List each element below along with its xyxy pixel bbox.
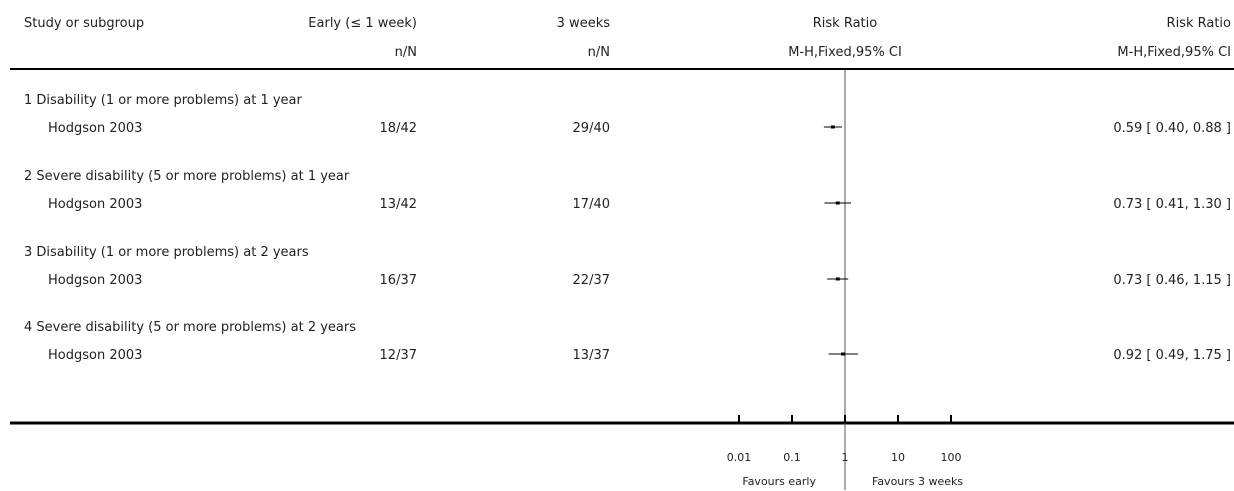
subgroup-title: 1 Disability (1 or more problems) at 1 y… bbox=[24, 93, 302, 108]
early-count: 18/42 bbox=[379, 121, 417, 136]
favours-late-label: Favours 3 weeks bbox=[872, 475, 964, 488]
header-rr: Risk Ratio bbox=[1166, 16, 1231, 31]
header-late: 3 weeks bbox=[556, 16, 610, 31]
subgroup-title: 2 Severe disability (5 or more problems)… bbox=[24, 169, 350, 184]
late-count: 17/40 bbox=[572, 197, 610, 212]
favours-early-label: Favours early bbox=[742, 475, 816, 488]
study-name: Hodgson 2003 bbox=[48, 348, 143, 363]
subgroup-title: 4 Severe disability (5 or more problems)… bbox=[24, 320, 357, 335]
header-plot: Risk Ratio bbox=[812, 16, 878, 31]
subgroup-title: 3 Disability (1 or more problems) at 2 y… bbox=[24, 245, 309, 260]
early-count: 16/37 bbox=[379, 273, 417, 288]
late-count: 22/37 bbox=[572, 273, 610, 288]
ci-text: 0.59 [ 0.40, 0.88 ] bbox=[1113, 121, 1231, 136]
axis-tick-label: 10 bbox=[891, 451, 905, 464]
ci-text: 0.92 [ 0.49, 1.75 ] bbox=[1113, 348, 1231, 363]
point-estimate bbox=[835, 201, 840, 205]
early-count: 13/42 bbox=[379, 197, 417, 212]
study-name: Hodgson 2003 bbox=[48, 121, 143, 136]
header-rr-sub: M-H,Fixed,95% CI bbox=[1117, 45, 1231, 60]
study-name: Hodgson 2003 bbox=[48, 197, 143, 212]
late-count: 13/37 bbox=[572, 348, 610, 363]
axis-tick-label: 0.1 bbox=[783, 451, 801, 464]
ci-text: 0.73 [ 0.41, 1.30 ] bbox=[1113, 197, 1231, 212]
header-early-sub: n/N bbox=[394, 45, 417, 60]
point-estimate bbox=[841, 352, 846, 356]
header-late-sub: n/N bbox=[587, 45, 610, 60]
point-estimate bbox=[835, 277, 840, 281]
axis-tick-label: 100 bbox=[941, 451, 962, 464]
axis-tick-label: 0.01 bbox=[727, 451, 752, 464]
point-estimate bbox=[830, 125, 835, 129]
axis-tick-label: 1 bbox=[842, 451, 849, 464]
header-early: Early (≤ 1 week) bbox=[308, 16, 417, 31]
header-study: Study or subgroup bbox=[24, 16, 145, 31]
ci-text: 0.73 [ 0.46, 1.15 ] bbox=[1113, 273, 1231, 288]
late-count: 29/40 bbox=[572, 121, 610, 136]
early-count: 12/37 bbox=[379, 348, 417, 363]
study-name: Hodgson 2003 bbox=[48, 273, 143, 288]
header-plot-sub: M-H,Fixed,95% CI bbox=[788, 45, 902, 60]
